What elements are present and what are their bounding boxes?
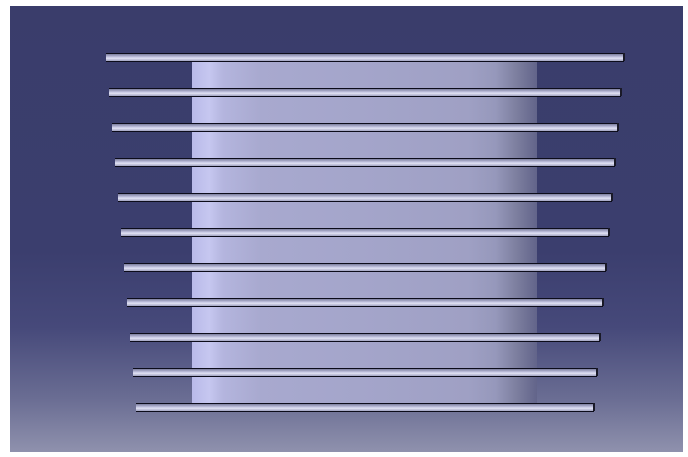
fin-edge (614, 158, 616, 166)
cooling-fin[interactable] (106, 53, 625, 62)
fin-edge (623, 53, 625, 61)
3d-viewport[interactable] (10, 6, 683, 452)
fin-edge (599, 333, 601, 341)
fin-edge (596, 368, 598, 376)
fin-edge (617, 123, 619, 131)
cooling-fin[interactable] (124, 263, 607, 272)
cooling-fin[interactable] (112, 123, 619, 132)
cooling-fin[interactable] (118, 193, 613, 202)
fin-edge (602, 298, 604, 306)
fin-edge (605, 263, 607, 271)
cooling-fin[interactable] (121, 228, 610, 237)
cooling-fin[interactable] (115, 158, 616, 167)
fin-edge (611, 193, 613, 201)
fin-edge (608, 228, 610, 236)
cooling-fin[interactable] (136, 403, 595, 412)
cooling-fin[interactable] (109, 88, 622, 97)
fin-edge (620, 88, 622, 96)
cooling-fin[interactable] (130, 333, 601, 342)
cooling-fin[interactable] (127, 298, 604, 307)
cooling-fin[interactable] (133, 368, 598, 377)
fin-edge (593, 403, 595, 411)
